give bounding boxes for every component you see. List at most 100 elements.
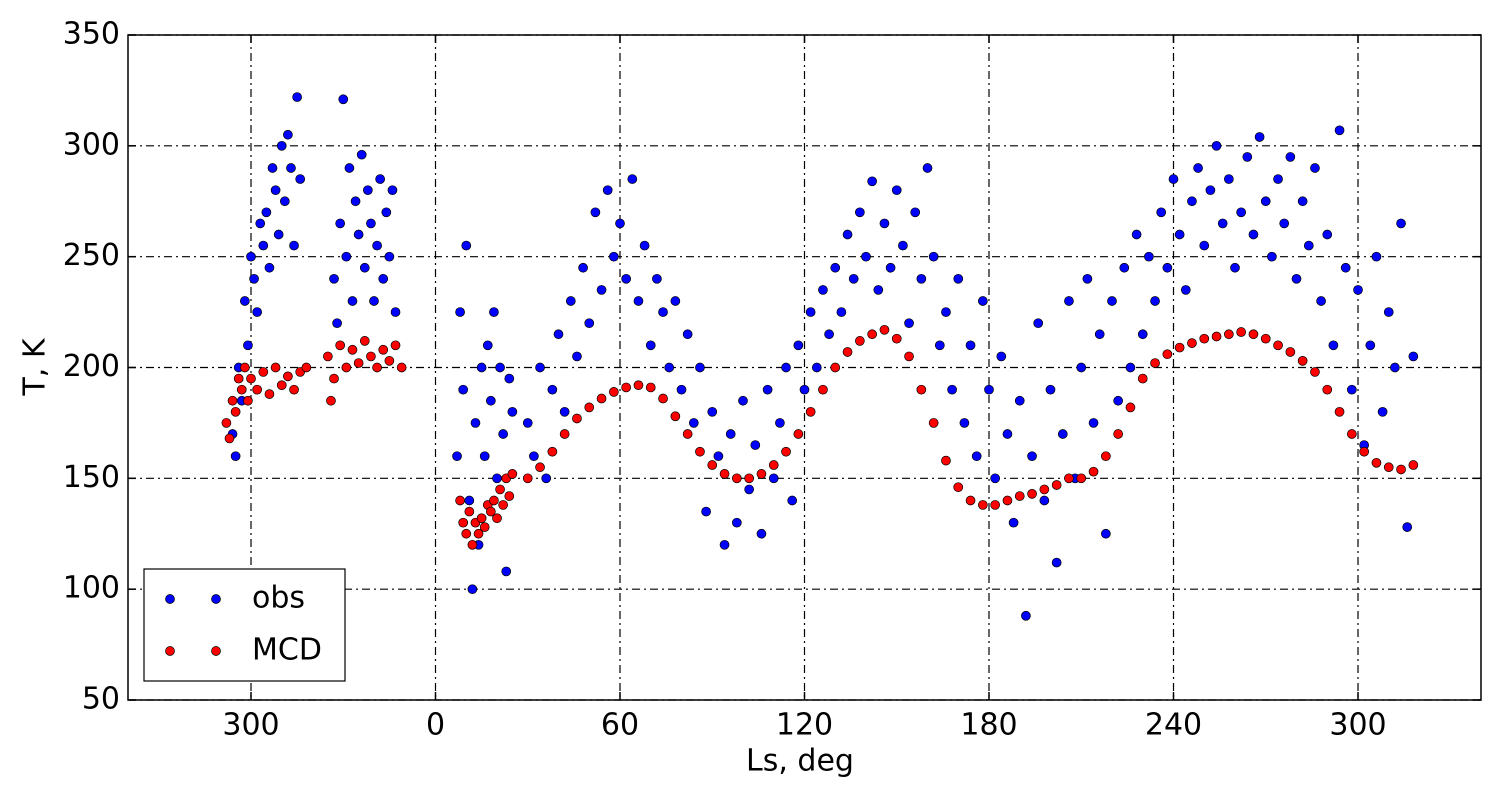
point (658, 393, 668, 404)
point (458, 384, 469, 395)
point (824, 329, 834, 340)
point (384, 251, 395, 262)
point (953, 273, 964, 284)
point (695, 446, 705, 457)
point (633, 380, 644, 391)
point (713, 451, 724, 462)
point (941, 455, 951, 466)
point (1144, 251, 1154, 262)
point (1346, 384, 1357, 395)
point (495, 362, 505, 373)
point (1057, 429, 1068, 439)
point (473, 528, 484, 539)
point (959, 418, 970, 428)
point (276, 140, 287, 151)
point (289, 240, 299, 251)
point (1359, 446, 1370, 457)
point (498, 429, 508, 439)
legend-marker (211, 646, 221, 656)
point (332, 318, 342, 329)
point (286, 163, 296, 173)
point (347, 296, 358, 306)
point (338, 94, 349, 105)
point (928, 418, 939, 428)
point (744, 484, 755, 495)
point (323, 351, 333, 362)
point (261, 207, 272, 218)
point (1150, 296, 1160, 306)
point (279, 196, 290, 207)
point (977, 296, 988, 306)
point (873, 285, 884, 295)
point (682, 329, 693, 340)
point (1027, 489, 1037, 499)
point (470, 418, 481, 428)
point (590, 207, 601, 218)
point (522, 473, 533, 484)
point (529, 451, 539, 462)
point (329, 273, 339, 284)
point (854, 207, 865, 218)
point (793, 429, 804, 439)
point (818, 384, 828, 395)
point (1113, 395, 1124, 406)
point (452, 451, 462, 462)
point (350, 196, 361, 207)
point (990, 473, 1001, 484)
point (652, 273, 662, 284)
x-tick-label: 180 (960, 708, 1017, 743)
point (1285, 347, 1296, 357)
point (1334, 125, 1345, 136)
point (725, 429, 736, 439)
point (602, 185, 613, 196)
point (1045, 384, 1056, 395)
point (1365, 340, 1376, 351)
y-tick-label: 100 (63, 571, 120, 606)
x-tick-label: 300 (1329, 708, 1386, 743)
point (390, 340, 401, 351)
point (461, 528, 472, 539)
point (805, 307, 816, 317)
point (830, 262, 841, 273)
point (793, 340, 804, 351)
y-tick-label: 350 (63, 17, 120, 52)
point (1371, 251, 1382, 262)
point (492, 473, 502, 484)
point (596, 393, 607, 404)
point (489, 307, 499, 317)
point (572, 413, 582, 424)
point (1119, 262, 1130, 273)
point (1297, 196, 1308, 207)
point (744, 473, 755, 484)
point (252, 307, 262, 317)
point (627, 174, 638, 184)
point (326, 395, 336, 406)
point (378, 273, 389, 284)
point (584, 402, 595, 413)
point (1396, 218, 1406, 229)
point (1051, 557, 1062, 568)
point (1285, 152, 1296, 162)
point (476, 513, 487, 524)
point (584, 318, 595, 329)
point (1408, 351, 1419, 362)
point (787, 495, 798, 506)
point (1205, 185, 1216, 196)
point (482, 340, 493, 351)
point (1162, 262, 1173, 273)
point (283, 129, 293, 140)
point (1340, 262, 1351, 273)
point (486, 395, 496, 406)
point (246, 373, 256, 384)
y-tick-label: 150 (63, 460, 120, 495)
point (1125, 362, 1136, 373)
point (775, 418, 785, 428)
point (1027, 451, 1037, 462)
point (467, 584, 478, 595)
point (916, 273, 927, 284)
point (1260, 333, 1271, 344)
point (756, 469, 767, 479)
point (707, 406, 718, 417)
point (1039, 495, 1050, 506)
point (1051, 480, 1062, 490)
